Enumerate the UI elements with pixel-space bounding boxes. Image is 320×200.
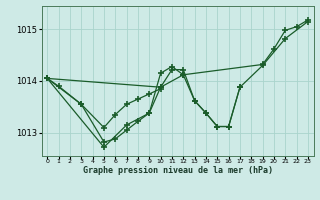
X-axis label: Graphe pression niveau de la mer (hPa): Graphe pression niveau de la mer (hPa) bbox=[83, 166, 273, 175]
